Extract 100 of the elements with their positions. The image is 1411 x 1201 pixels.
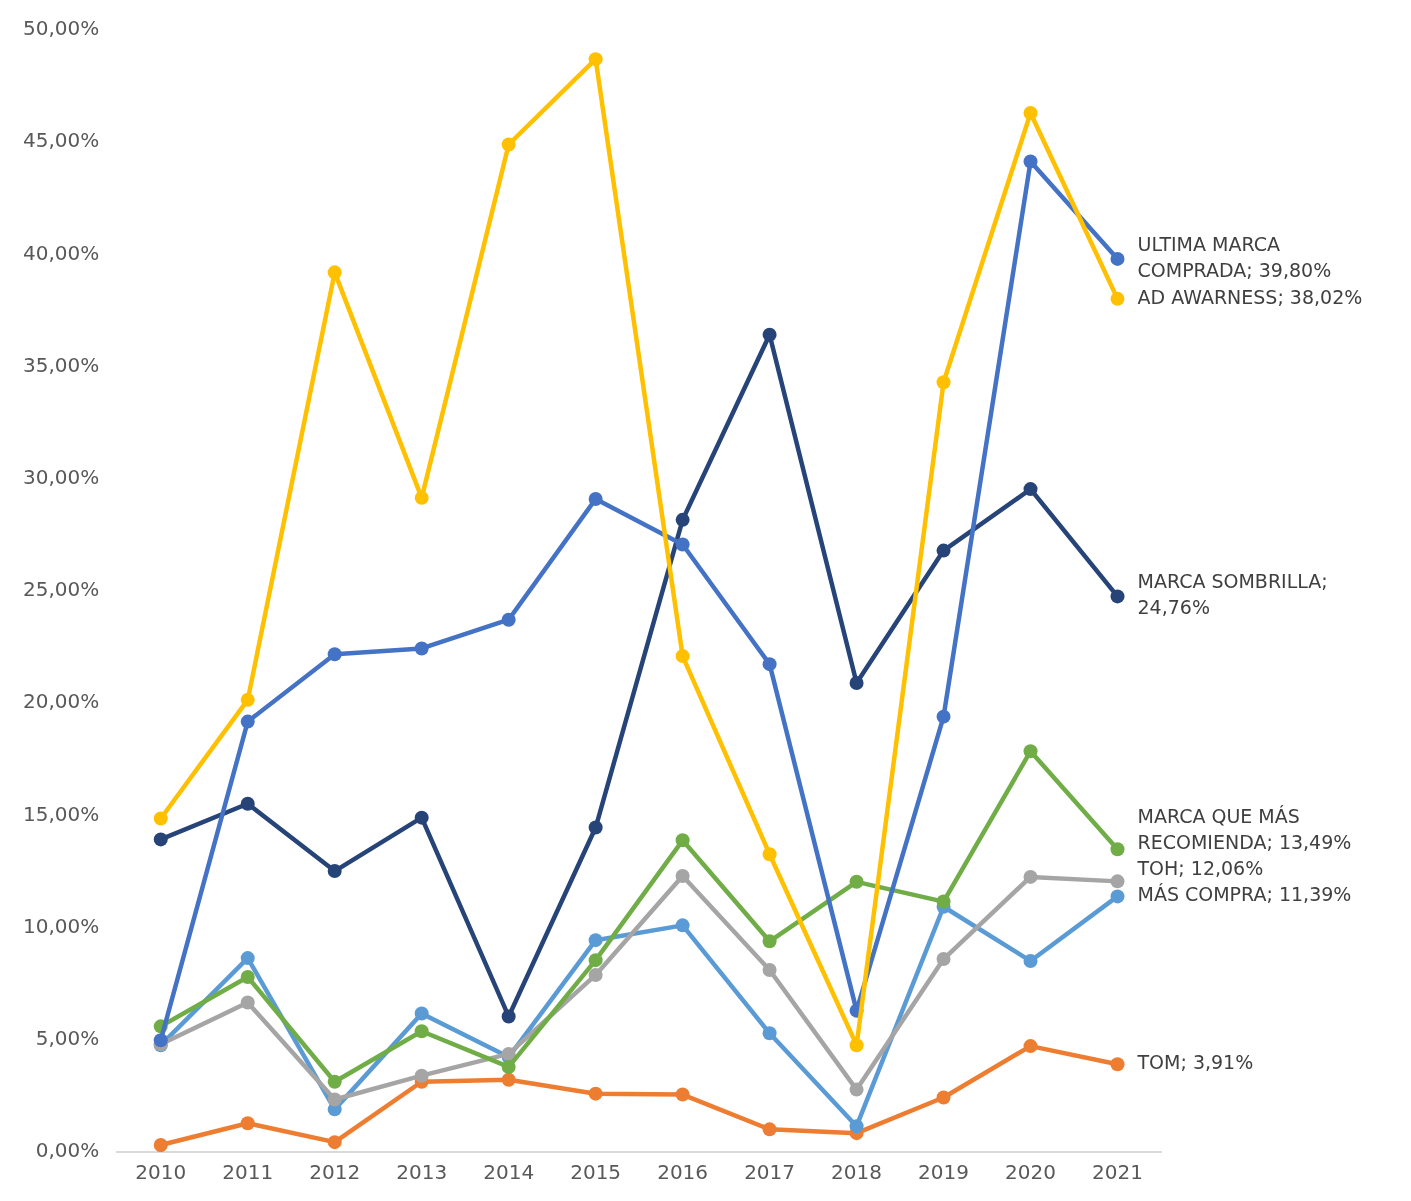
x-tick-label: 2021 [1092, 1160, 1143, 1185]
y-tick-label: 15,00% [22, 801, 100, 826]
y-tick-label: 45,00% [22, 128, 100, 153]
point [675, 1087, 690, 1102]
point [588, 820, 603, 835]
x-tick-label: 2018 [831, 1160, 883, 1185]
point [762, 1026, 777, 1041]
point [1023, 954, 1038, 969]
point [849, 676, 864, 690]
point [936, 375, 951, 390]
point [588, 52, 603, 67]
point [1110, 1057, 1125, 1072]
point [501, 1059, 516, 1074]
x-tick-label: 2013 [396, 1160, 448, 1185]
point [588, 1086, 603, 1101]
point [1023, 154, 1038, 169]
x-tick-label: 2019 [918, 1160, 970, 1185]
point [240, 714, 255, 729]
point [762, 847, 777, 862]
point [327, 1092, 342, 1107]
point [501, 1072, 516, 1087]
point [414, 1006, 429, 1021]
y-tick-label: 35,00% [22, 352, 100, 377]
data-label: ULTIMA MARCA COMPRADA; 39,80% [1137, 232, 1332, 281]
point [414, 810, 429, 825]
point [588, 953, 603, 968]
point [762, 657, 777, 672]
y-tick-label: 20,00% [22, 689, 100, 714]
point [414, 641, 429, 656]
point [936, 1090, 951, 1105]
point [849, 874, 864, 889]
y-tick-label: 25,00% [22, 577, 100, 602]
point [501, 137, 516, 152]
point [327, 1074, 342, 1089]
y-tick-label: 40,00% [22, 240, 100, 265]
point [414, 1024, 429, 1039]
point [1023, 869, 1038, 884]
point [501, 1046, 516, 1061]
point [762, 327, 777, 342]
point [936, 543, 951, 558]
point [762, 1122, 777, 1137]
data-label: MÁS COMPRA; 11,39% [1137, 883, 1352, 906]
x-tick-label: 2010 [135, 1160, 187, 1185]
point [153, 1138, 168, 1152]
point [414, 490, 429, 505]
x-tick-label: 2014 [483, 1160, 535, 1185]
x-tick-label: 2015 [570, 1160, 622, 1185]
point [849, 1082, 864, 1097]
point [675, 537, 690, 552]
point [762, 963, 777, 978]
y-tick-label: 50,00% [22, 16, 100, 41]
x-tick-label: 2012 [309, 1160, 361, 1185]
point [849, 1119, 864, 1134]
y-tick-label: 0,00% [35, 1138, 100, 1163]
point [1110, 589, 1125, 604]
point [936, 894, 951, 909]
point [153, 1033, 168, 1048]
data-label: TOH; 12,06% [1136, 857, 1264, 880]
point [327, 265, 342, 280]
point [675, 868, 690, 883]
point [153, 832, 168, 847]
point [762, 934, 777, 949]
x-tick-label: 2011 [222, 1160, 274, 1185]
data-label: AD AWARNESS; 38,02% [1137, 285, 1363, 308]
point [501, 612, 516, 627]
point [327, 1135, 342, 1150]
y-tick-label: 5,00% [35, 1026, 100, 1050]
point [1110, 842, 1125, 857]
point [240, 692, 255, 707]
point [675, 649, 690, 664]
point [240, 796, 255, 811]
data-label: MARCA QUE MÁS RECOMIENDA; 13,49% [1137, 805, 1352, 854]
x-tick-label: 2020 [1005, 1160, 1056, 1185]
point [1023, 744, 1038, 759]
point [1110, 874, 1125, 889]
x-tick-label: 2016 [657, 1160, 709, 1185]
point [153, 811, 168, 826]
point [936, 952, 951, 967]
point [240, 995, 255, 1010]
point [1110, 291, 1125, 306]
data-label: MARCA SOMBRILLA; 24,76% [1137, 570, 1328, 619]
y-tick-label: 30,00% [22, 465, 100, 489]
point [849, 1038, 864, 1053]
point [588, 967, 603, 982]
point [588, 933, 603, 948]
point [675, 833, 690, 848]
point [240, 951, 255, 966]
point [1023, 1039, 1038, 1054]
point [414, 1068, 429, 1083]
point [936, 709, 951, 724]
point [327, 864, 342, 879]
point [501, 1009, 516, 1024]
point [588, 492, 603, 506]
point [327, 647, 342, 662]
point [675, 512, 690, 527]
point [1023, 482, 1038, 497]
point [240, 969, 255, 984]
x-tick-label: 2017 [744, 1160, 796, 1185]
point [675, 918, 690, 933]
point [1023, 106, 1038, 121]
